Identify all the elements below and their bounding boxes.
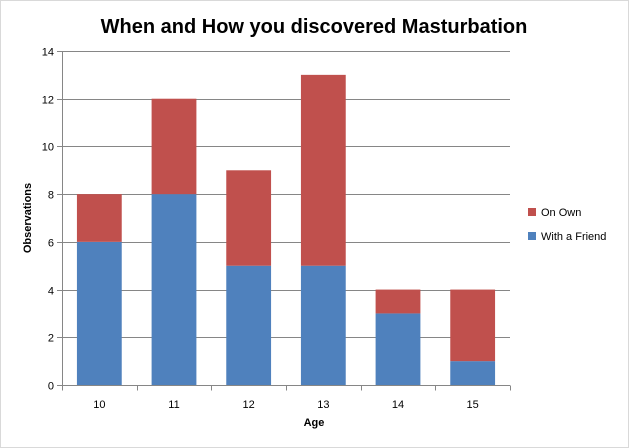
y-tick-label: 6 [48, 238, 54, 250]
legend-label-with-a-friend: With a Friend [541, 231, 606, 243]
bar-on-own-10 [76, 194, 122, 242]
x-tick-label: 14 [392, 399, 404, 411]
gridlines [62, 51, 510, 338]
bar-with-a-friend-11 [151, 194, 197, 385]
bars [76, 74, 496, 385]
x-tick-label: 12 [243, 399, 255, 411]
legend-label-on-own: On Own [541, 207, 581, 219]
x-tick-label: 13 [317, 399, 329, 411]
bar-with-a-friend-14 [375, 313, 421, 385]
y-tick-label: 8 [48, 190, 54, 202]
legend-swatch-with-a-friend [528, 232, 536, 240]
bar-on-own-12 [226, 170, 272, 266]
bar-with-a-friend-10 [76, 241, 122, 385]
y-tick-label: 10 [42, 142, 54, 154]
y-tick-label: 4 [48, 286, 54, 298]
y-tick-label: 2 [48, 333, 54, 345]
legend: On Own With a Friend [528, 207, 606, 243]
x-tick-label: 15 [467, 399, 479, 411]
axes: 0 2 4 6 8 10 12 14 10 11 12 13 14 15 [42, 47, 511, 411]
bar-with-a-friend-13 [300, 265, 346, 385]
bar-on-own-11 [151, 98, 197, 195]
y-tick-label: 14 [42, 47, 54, 59]
y-tick-label: 12 [42, 95, 54, 107]
y-tick-label: 0 [48, 381, 54, 393]
bar-on-own-13 [300, 74, 346, 266]
bar-on-own-14 [375, 289, 421, 314]
bar-with-a-friend-12 [226, 265, 272, 385]
x-axis-title: Age [304, 417, 325, 429]
x-tick-label: 11 [168, 399, 179, 411]
y-axis-title: Observations [22, 183, 34, 253]
chart-title: When and How you discovered Masturbation [101, 16, 528, 38]
legend-swatch-on-own [528, 208, 536, 216]
bar-on-own-15 [450, 289, 496, 362]
bar-with-a-friend-15 [450, 361, 496, 385]
x-tick-label: 10 [93, 399, 105, 411]
